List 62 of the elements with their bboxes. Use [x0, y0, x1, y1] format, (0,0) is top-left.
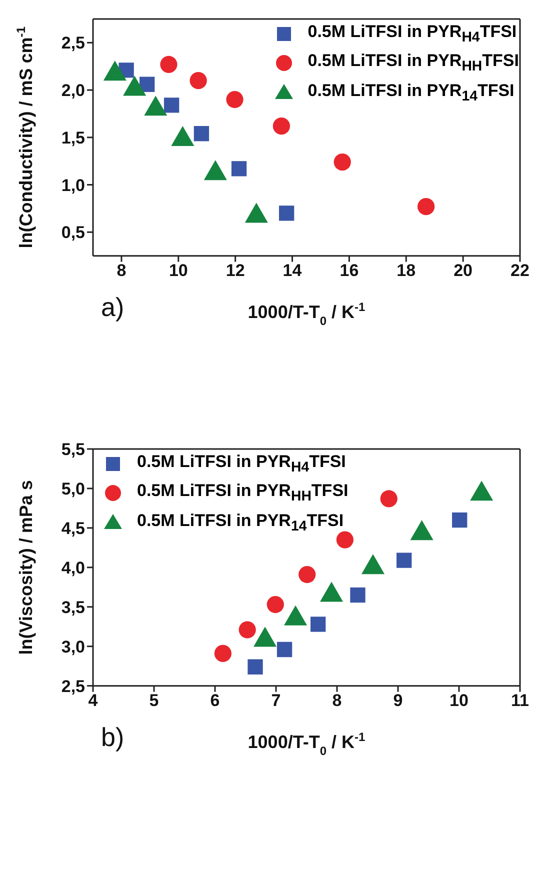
legend-label: 0.5M LiTFSI in PYR$_{HH}$TFSI [308, 51, 519, 75]
point [310, 616, 326, 632]
x-tick-label: 4 [88, 690, 98, 710]
point [226, 90, 244, 108]
y-tick-label: 5,5 [61, 440, 85, 460]
point [452, 512, 468, 528]
point [298, 566, 316, 584]
x-tick-label: 10 [168, 260, 188, 280]
y-tick-label: 3,5 [61, 598, 85, 617]
point [238, 621, 256, 638]
x-tick-label: 8 [332, 690, 342, 710]
point [278, 206, 294, 221]
y-axis-title: ln(Viscosity) / mPa s [16, 480, 36, 655]
point [231, 161, 247, 176]
point [214, 644, 232, 662]
point [418, 198, 435, 216]
point [160, 56, 178, 74]
point [272, 118, 290, 135]
y-tick-label: 4,0 [61, 558, 85, 578]
x-tick-label: 11 [511, 690, 529, 710]
y-tick-label: 1,5 [61, 128, 85, 148]
x-tick-label: 18 [396, 260, 416, 280]
point [336, 531, 354, 548]
y-tick-label: 2,5 [61, 34, 85, 53]
point [190, 72, 207, 90]
x-tick-label: 5 [149, 690, 159, 710]
x-tick-label: 6 [210, 690, 220, 710]
legend-label: 0.5M LiTFSI in PYR$_{14}$TFSI [308, 80, 514, 104]
x-tick-label: 22 [510, 260, 530, 280]
x-tick-label: 14 [282, 260, 302, 280]
x-tick-label: 20 [454, 260, 473, 280]
y-tick-label: 5,0 [61, 480, 85, 499]
x-tick-label: 10 [450, 690, 468, 710]
legend-label: 0.5M LiTFSI in PYR$_{HH}$TFSI [137, 481, 348, 505]
point [334, 154, 351, 171]
legend-label: 0.5M LiTFSI in PYR$_{H4}$TFSI [308, 22, 517, 46]
y-tick-label: 1,0 [61, 176, 85, 195]
text: b) [101, 722, 124, 753]
point [140, 76, 155, 92]
x-tick-label: 9 [393, 690, 403, 710]
x-tick-label: 7 [271, 690, 281, 710]
point [248, 659, 263, 674]
point [350, 587, 366, 603]
legend-label: 0.5M LiTFSI in PYR$_{H4}$TFSI [137, 452, 346, 476]
y-tick-label: 3,0 [61, 637, 85, 656]
y-tick-label: 4,5 [61, 518, 85, 538]
point [194, 126, 210, 142]
point [164, 98, 180, 113]
x-tick-label: 12 [226, 260, 245, 280]
y-tick-label: 2,5 [61, 676, 85, 696]
x-axis-title: 1000/T-T$_{0}$ / K$^{-1}$ [248, 300, 366, 328]
text: a) [101, 292, 124, 323]
point [276, 642, 292, 658]
point [396, 552, 412, 568]
x-tick-label: 8 [116, 260, 126, 280]
legend-label: 0.5M LiTFSI in PYR$_{14}$TFSI [137, 510, 344, 534]
point [266, 596, 284, 614]
x-axis-title: 1000/T-T$_{0}$ / K$^{-1}$ [248, 730, 366, 758]
y-tick-label: 2,0 [61, 81, 85, 100]
x-tick-label: 16 [340, 260, 359, 280]
y-tick-label: 0,5 [61, 223, 85, 242]
point [380, 490, 398, 508]
